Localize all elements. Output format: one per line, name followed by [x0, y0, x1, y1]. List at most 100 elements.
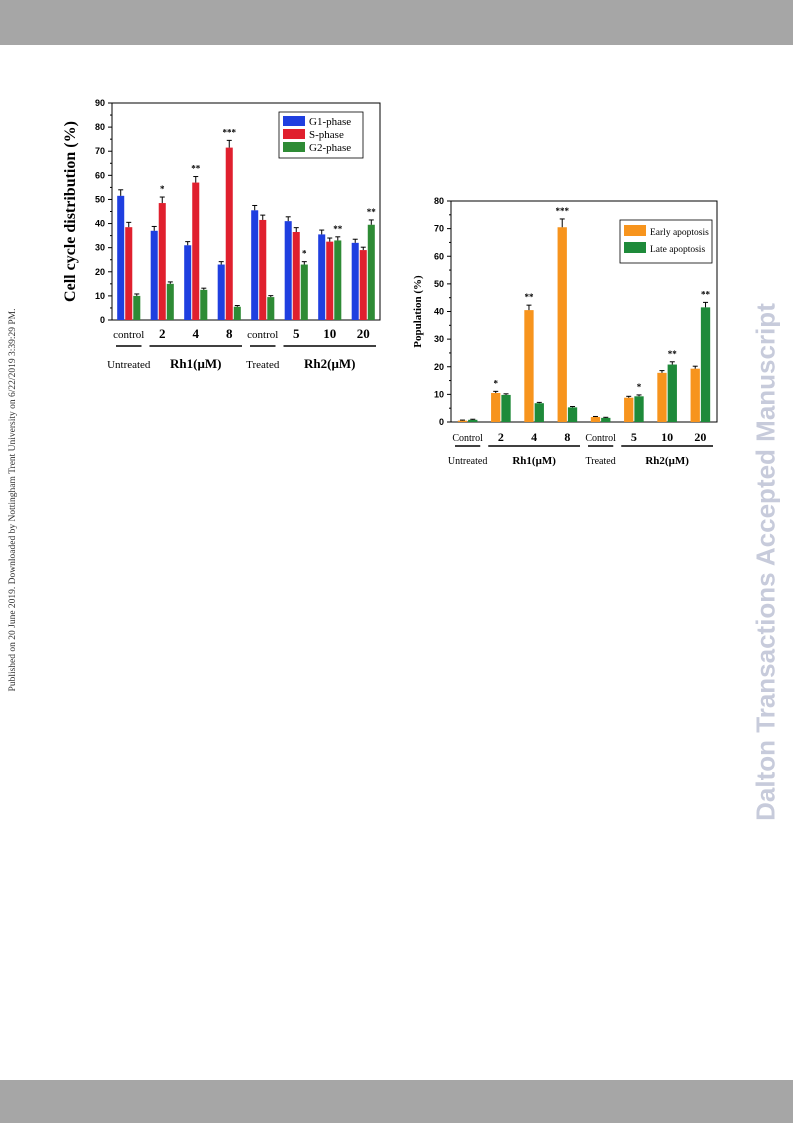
bar [267, 297, 275, 320]
bar [468, 419, 478, 422]
bar [334, 240, 342, 320]
x-tick-label: 10 [323, 326, 336, 341]
bar [700, 307, 711, 422]
bar [657, 372, 667, 422]
bar [491, 392, 501, 422]
significance-mark: ** [701, 289, 711, 299]
bar [567, 407, 578, 422]
bar [158, 203, 166, 320]
y-tick-label: 20 [434, 362, 444, 372]
bar [318, 234, 326, 320]
bar [259, 219, 267, 320]
bar [233, 306, 241, 320]
significance-mark: * [493, 378, 498, 388]
x-tick-label: Control [585, 433, 616, 444]
x-tick-label: 8 [564, 430, 570, 444]
x-tick-label: control [247, 329, 278, 341]
bar [284, 221, 292, 320]
x-tick-label: 20 [694, 430, 706, 444]
x-tick-label: 8 [226, 326, 233, 341]
x-tick-label: 2 [498, 430, 504, 444]
bar [326, 241, 334, 320]
bar [351, 242, 359, 320]
y-tick-label: 10 [95, 291, 105, 301]
group-label: Treated [246, 359, 280, 371]
legend-label: S-phase [309, 129, 344, 141]
legend-swatch [624, 225, 646, 236]
significance-mark: ** [367, 207, 377, 217]
significance-mark: ** [524, 292, 534, 302]
legend-swatch [283, 129, 305, 139]
y-tick-label: 70 [434, 224, 444, 234]
footer-band [0, 1080, 793, 1123]
bar [300, 264, 308, 320]
x-tick-label: 20 [357, 326, 370, 341]
significance-mark: ** [333, 224, 343, 234]
legend-label: G2-phase [309, 142, 351, 154]
bar [557, 227, 567, 422]
legend-label: G1-phase [309, 116, 351, 128]
y-tick-label: 10 [434, 389, 444, 399]
y-tick-label: 0 [439, 417, 444, 427]
y-tick-label: 40 [434, 307, 444, 317]
bar [457, 420, 468, 422]
x-tick-label: Control [452, 433, 483, 444]
group-label: Rh1(μM) [170, 356, 221, 371]
bar [624, 397, 634, 422]
bar [501, 394, 511, 422]
legend-label: Early apoptosis [650, 228, 709, 238]
y-tick-label: 70 [95, 146, 105, 156]
x-tick-label: 10 [661, 430, 673, 444]
significance-mark: ** [668, 349, 678, 359]
y-tick-label: 90 [95, 98, 105, 108]
y-axis-title: Population (%) [412, 275, 424, 348]
y-tick-label: 80 [95, 122, 105, 132]
y-tick-label: 60 [95, 170, 105, 180]
bar [667, 364, 677, 422]
cell-cycle-chart: 0 10 20 30 40 50 60 70 80 90 Cell cycle distributi… [62, 98, 381, 371]
legend-label: Late apoptosis [650, 245, 705, 255]
bar [524, 310, 534, 422]
y-tick-label: 50 [434, 279, 444, 289]
y-tick-label: 50 [95, 194, 105, 204]
x-tick-label: 2 [159, 326, 166, 341]
x-tick-label: 4 [193, 326, 200, 341]
bar [251, 210, 259, 320]
legend-swatch [283, 116, 305, 126]
y-tick-label: 30 [95, 243, 105, 253]
bar [150, 230, 158, 320]
y-tick-label: 60 [434, 251, 444, 261]
group-label: Untreated [107, 359, 151, 371]
bar [534, 403, 544, 422]
significance-mark: * [637, 382, 642, 392]
bar [117, 195, 125, 320]
bar [125, 227, 133, 320]
y-tick-label: 40 [95, 219, 105, 229]
bar [601, 417, 611, 422]
bar [690, 368, 700, 422]
bar [217, 264, 225, 320]
significance-mark: * [160, 184, 165, 194]
header-band [0, 0, 793, 45]
bar [292, 231, 300, 320]
y-tick-label: 0 [100, 315, 105, 325]
y-tick-label: 30 [434, 334, 444, 344]
bar [133, 295, 141, 320]
significance-mark: *** [555, 206, 569, 216]
x-tick-label: control [113, 329, 144, 341]
x-tick-label: 5 [631, 430, 637, 444]
publication-note: Published on 20 June 2019. Downloaded by… [8, 308, 18, 692]
y-axis-title: Cell cycle distribution (%) [62, 121, 79, 302]
significance-mark: ** [191, 164, 201, 174]
group-label: Rh2(μM) [304, 356, 355, 371]
y-tick-label: 80 [434, 196, 444, 206]
bar [359, 250, 367, 320]
x-tick-label: 5 [293, 326, 300, 341]
x-tick-label: 4 [531, 430, 537, 444]
bar [634, 396, 644, 422]
bar [166, 283, 174, 320]
bar [225, 147, 233, 320]
group-label: Rh2(μM) [645, 455, 689, 467]
bar [367, 224, 375, 320]
